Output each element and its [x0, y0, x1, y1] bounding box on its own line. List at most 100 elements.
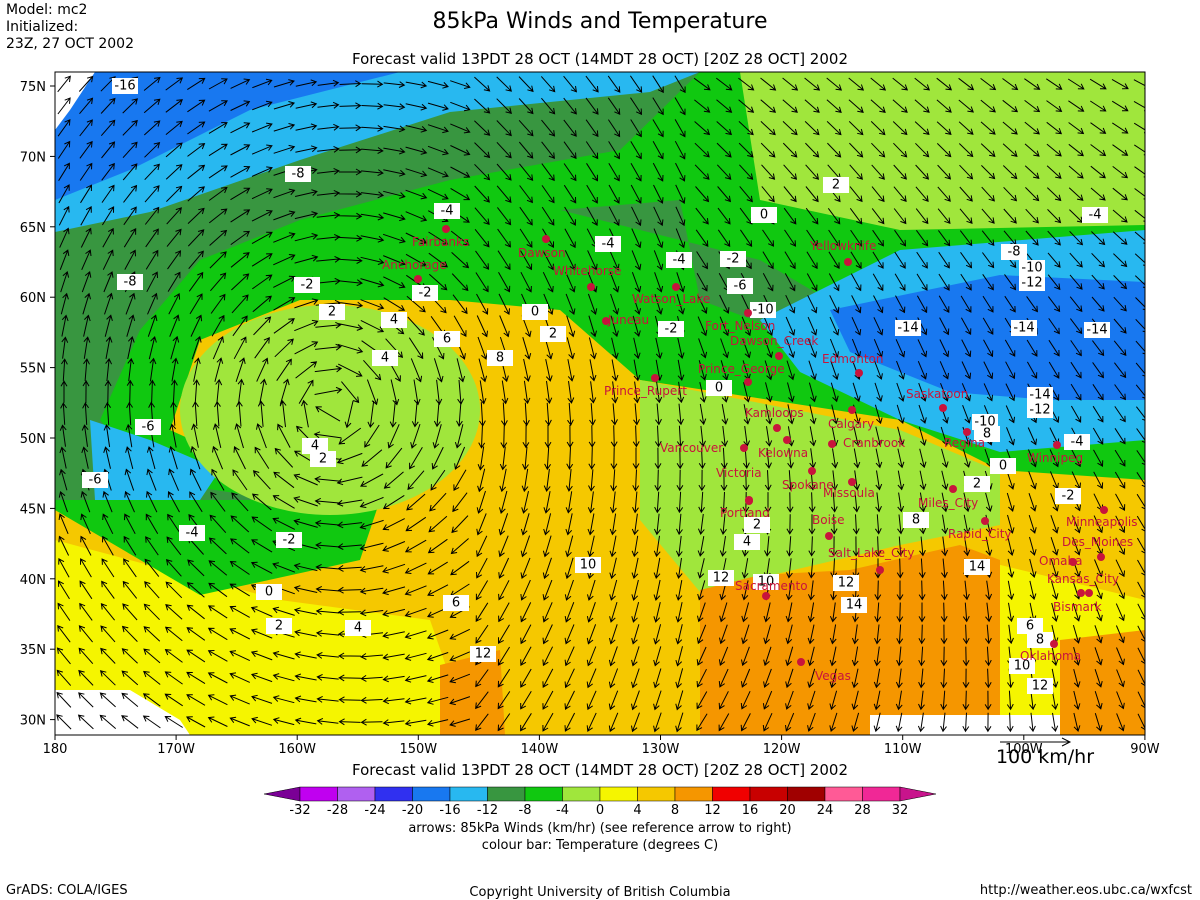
contour-label-bg	[744, 517, 770, 533]
colorbar-cell	[449, 786, 488, 802]
lat-label: 30N	[20, 714, 46, 729]
init-time: 23Z, 27 OCT 2002	[6, 36, 134, 52]
colorbar-cell	[337, 786, 376, 802]
city-label: Prince_George	[698, 362, 785, 376]
contour-label-bg	[319, 304, 345, 320]
city-label: Saskatoon	[906, 387, 968, 401]
temp-band	[640, 72, 1145, 592]
contour-label-bg	[575, 557, 601, 573]
lon-label: 150W	[399, 742, 437, 757]
colorbar-label: 8	[671, 803, 679, 818]
colorbar-cell	[374, 786, 413, 802]
city-label: Edmonton	[822, 352, 884, 366]
city-label: Minneapolis	[1066, 515, 1138, 529]
contour-label-bg	[990, 458, 1016, 474]
contour-label-bg	[1084, 322, 1110, 338]
city-marker	[773, 424, 781, 432]
contour-label: 4	[311, 439, 319, 454]
lat-label: 40N	[20, 573, 46, 588]
contour-label: 2	[549, 327, 557, 342]
contour-label: 6	[452, 596, 460, 611]
footer-center: Copyright University of British Columbia	[469, 885, 730, 900]
city-marker	[855, 369, 863, 377]
city-label: Juneau	[607, 313, 649, 327]
colorbar-cell	[263, 786, 301, 802]
temp-band	[55, 72, 1145, 400]
colorbar-cell	[637, 786, 676, 802]
contour-label-bg	[294, 277, 320, 293]
contour-label: 10	[580, 558, 597, 573]
contour-label-bg	[720, 251, 746, 267]
city-label: Yellowknife	[809, 239, 876, 253]
contour-label-bg	[666, 252, 692, 268]
city-label: Dawson	[518, 246, 566, 260]
contour-label: 4	[354, 621, 362, 636]
contour-label: -2	[665, 322, 678, 337]
contour-label: 14	[846, 598, 863, 613]
contour-label: 4	[381, 351, 389, 366]
contour-label-bg	[266, 618, 292, 634]
city-marker	[825, 532, 833, 540]
subtitle: Forecast valid 13PDT 28 OCT (14MDT 28 OC…	[352, 50, 848, 68]
lon-label: 120W	[763, 742, 801, 757]
city-label: Omaha	[1039, 554, 1082, 568]
contour-label: -2	[419, 286, 432, 301]
city-label: Bismark	[1053, 600, 1102, 614]
lon-label: 110W	[884, 742, 922, 757]
caption-colour: colour bar: Temperature (degrees C)	[482, 838, 718, 853]
contour-label-bg	[750, 302, 776, 318]
lon-label: 160W	[278, 742, 316, 757]
colorbar-cell	[412, 786, 451, 802]
contour-label-bg	[964, 476, 990, 492]
contour-label: 2	[832, 178, 840, 193]
temp-band	[55, 540, 1145, 735]
lat-label: 35N	[20, 643, 46, 658]
contour-label-bg	[345, 620, 371, 636]
colorbar-cell	[562, 786, 601, 802]
city-label: Fort_Nelson	[705, 319, 775, 333]
contour-label: 12	[713, 571, 730, 586]
contour-label-bg	[82, 472, 108, 488]
contour-label-bg	[1027, 402, 1053, 418]
contour-label: -8	[292, 167, 305, 182]
contour-label: -16	[114, 79, 135, 94]
contour-label-bg	[706, 380, 732, 396]
colorbar-label: -24	[364, 803, 385, 818]
colorbar-label: 16	[742, 803, 759, 818]
temp-band	[55, 72, 880, 500]
colorbar-label: 28	[854, 803, 871, 818]
contour-label: 8	[983, 427, 991, 442]
contour-label-bg	[1001, 244, 1027, 260]
colorbar-label: -28	[327, 803, 348, 818]
contour-label: -8	[124, 275, 137, 290]
colorbar-label: 4	[633, 803, 641, 818]
colorbar-label: 20	[779, 803, 796, 818]
contour-label: 8	[496, 351, 504, 366]
contour-label: 8	[1036, 633, 1044, 648]
contour-label-bg	[381, 312, 407, 328]
contour-label-bg	[1027, 678, 1053, 694]
map-frame	[54, 71, 1146, 736]
contour-label-bg	[276, 532, 302, 548]
city-marker	[963, 428, 971, 436]
city-label: Kelowna	[758, 446, 808, 460]
reference-arrow: 100 km/hr	[996, 737, 1094, 768]
model-label: Model: mc2	[6, 2, 87, 18]
contour-label: 4	[390, 313, 398, 328]
city-label: Vegas	[815, 669, 851, 683]
city-label: Missoula	[823, 486, 875, 500]
contour-label-bg	[753, 574, 779, 590]
colorbar-label: 24	[817, 803, 834, 818]
contour-label: -4	[1071, 435, 1084, 450]
city-marker	[949, 485, 957, 493]
city-marker	[783, 436, 791, 444]
colorbar-label: -4	[556, 803, 569, 818]
colorbar: -32 -28 -24 -20 -16 -12 -8 -4 0 4 8 12 16 20 24 28 32	[263, 786, 937, 818]
city-marker	[602, 317, 610, 325]
contour-label: 0	[999, 459, 1007, 474]
lat-label: 55N	[20, 362, 46, 377]
contour-label-bg	[256, 584, 282, 600]
lat-label: 75N	[20, 80, 46, 95]
contour-label-bg	[285, 166, 311, 182]
